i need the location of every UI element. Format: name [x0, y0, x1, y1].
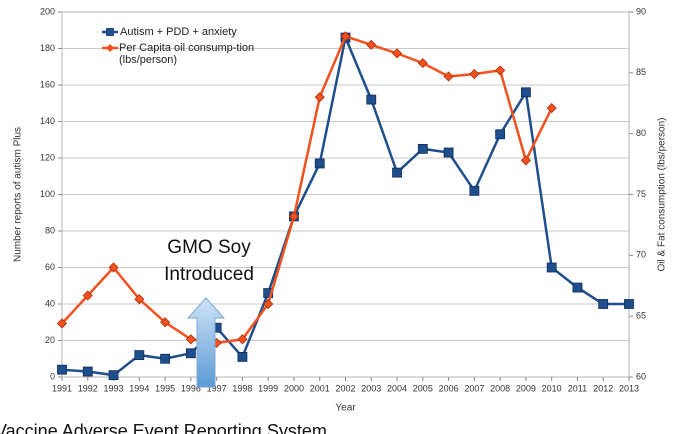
- data-point: [108, 370, 119, 381]
- data-point: [185, 348, 196, 359]
- data-point: [469, 68, 480, 80]
- annotation-text: GMO Soy: [167, 237, 251, 258]
- legend-marker: [106, 44, 114, 52]
- y2-tick-label: 60: [636, 371, 646, 381]
- x-tick-label: 1998: [232, 383, 252, 393]
- x-tick-label: 2010: [542, 383, 562, 393]
- legend-label: Autism + PDD + anxiety: [120, 26, 237, 38]
- legend-marker: [106, 28, 114, 36]
- footer-text: Vaccine Adverse Event Reporting System: [0, 421, 327, 434]
- data-point: [314, 92, 325, 103]
- data-point: [185, 334, 196, 345]
- x-tick-label: 2000: [284, 383, 304, 393]
- y-tick-label: 80: [45, 225, 55, 235]
- x-tick-label: 2013: [619, 383, 639, 393]
- y-tick-label: 100: [40, 189, 55, 199]
- x-tick-label: 2009: [516, 383, 536, 393]
- data-point: [417, 143, 428, 154]
- y2-axis-label: Oil & Fat consumption (lbs/person): [657, 118, 668, 272]
- legend-label: Per Capita oil consump-tion (lbs/person): [119, 42, 255, 66]
- x-axis-label: Year: [335, 403, 356, 414]
- data-point: [237, 334, 248, 345]
- data-point: [56, 318, 68, 329]
- data-point: [469, 185, 480, 196]
- y-tick-label: 120: [40, 152, 55, 162]
- data-point: [520, 155, 531, 166]
- data-point: [546, 103, 557, 114]
- y-tick-label: 180: [40, 43, 55, 53]
- x-tick-label: 2012: [593, 383, 613, 393]
- x-tick-label: 1993: [104, 383, 124, 393]
- x-tick-label: 2002: [335, 383, 355, 393]
- data-point: [82, 290, 93, 301]
- data-point: [624, 299, 634, 309]
- x-tick-label: 2006: [439, 383, 459, 393]
- x-tick-label: 1996: [181, 383, 201, 393]
- data-point: [134, 294, 145, 305]
- data-point: [340, 31, 351, 42]
- data-point: [288, 211, 300, 222]
- data-point: [366, 94, 377, 105]
- y2-tick-label: 90: [636, 6, 646, 16]
- data-point: [57, 364, 67, 375]
- x-tick-label: 1991: [52, 383, 72, 393]
- x-tick-label: 1994: [129, 383, 149, 393]
- x-tick-label: 2003: [361, 383, 381, 393]
- y-tick-label: 40: [45, 298, 55, 308]
- x-tick-label: 1999: [258, 383, 278, 393]
- data-point: [443, 147, 454, 158]
- x-tick-label: 1992: [78, 383, 98, 393]
- y2-tick-label: 85: [636, 67, 646, 77]
- x-tick-label: 2007: [464, 383, 484, 393]
- data-point: [546, 262, 557, 273]
- y2-tick-label: 65: [636, 311, 646, 321]
- data-point: [572, 282, 583, 293]
- y-tick-label: 20: [45, 335, 55, 345]
- x-tick-label: 2011: [568, 383, 587, 393]
- data-point: [160, 353, 170, 364]
- data-point: [366, 39, 377, 50]
- x-tick-label: 1995: [155, 383, 175, 393]
- annotation-text: Introduced: [164, 264, 254, 285]
- y2-tick-label: 75: [636, 189, 646, 199]
- data-point: [495, 65, 506, 76]
- data-point: [521, 87, 531, 98]
- y-tick-label: 60: [45, 262, 55, 272]
- data-point: [598, 299, 609, 309]
- data-point: [392, 167, 402, 178]
- data-point: [263, 298, 274, 310]
- y-axis-label: Number reports of autism Plus: [13, 127, 24, 262]
- x-tick-label: 2005: [413, 383, 433, 393]
- data-point: [391, 48, 403, 59]
- y2-tick-label: 80: [636, 128, 646, 138]
- data-point: [443, 71, 454, 82]
- data-point: [134, 350, 145, 361]
- data-point: [160, 317, 171, 328]
- y-tick-label: 0: [50, 371, 55, 381]
- data-point: [314, 158, 325, 169]
- data-point: [82, 366, 93, 377]
- x-tick-label: 2001: [310, 383, 330, 393]
- annotation-arrow: [186, 297, 226, 388]
- x-tick-label: 1997: [207, 383, 227, 393]
- y-tick-label: 160: [40, 79, 55, 89]
- data-point: [495, 129, 506, 140]
- x-tick-label: 2008: [490, 383, 510, 393]
- y2-tick-label: 70: [636, 250, 646, 260]
- series-line: [61, 33, 629, 377]
- y-tick-label: 140: [40, 116, 55, 126]
- x-tick-label: 2004: [387, 383, 407, 393]
- data-point: [108, 262, 119, 273]
- y-tick-label: 200: [40, 6, 55, 16]
- data-point: [237, 352, 248, 362]
- data-point: [417, 58, 428, 69]
